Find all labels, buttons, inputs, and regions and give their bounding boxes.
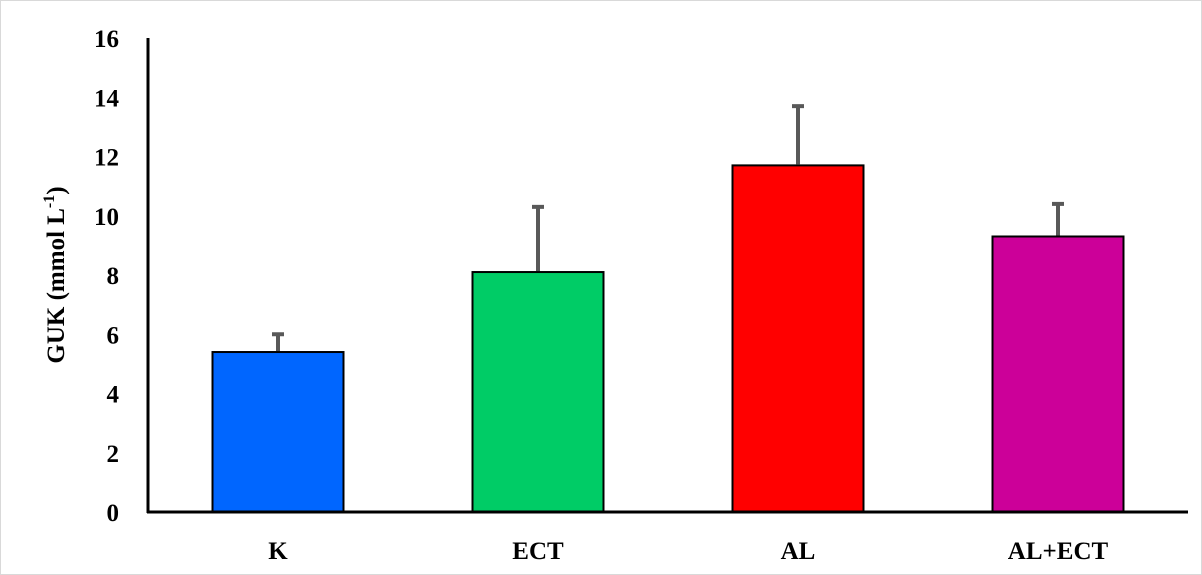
bar-al	[731, 164, 865, 513]
y-tick-label: 6	[107, 322, 120, 349]
bar-k	[211, 351, 345, 513]
y-tick-label: 8	[107, 263, 120, 290]
x-tick-label: ECT	[512, 538, 564, 565]
x-tick-label: AL	[781, 538, 816, 565]
bar-ect	[471, 271, 605, 513]
error-bar	[1052, 201, 1064, 236]
axes-layer	[146, 38, 1188, 514]
bars-layer	[211, 164, 1125, 514]
y-tick-label: 12	[94, 145, 119, 172]
y-tick-label: 0	[107, 500, 120, 527]
y-tick-label: 4	[107, 382, 120, 409]
y-tick-label: 2	[107, 441, 120, 468]
x-tick-labels: K ECT AL AL+ECT	[268, 538, 1108, 565]
y-tick-label: 10	[94, 204, 119, 231]
y-tick-label: 16	[94, 26, 119, 53]
y-axis-title-main: GUK (mmol L	[43, 208, 70, 364]
y-axis-title-superscript: -1	[41, 195, 58, 208]
x-tick-label: AL+ECT	[1008, 538, 1109, 565]
bar-al-ect	[991, 235, 1125, 514]
error-bars-layer	[272, 104, 1064, 352]
y-axis-title: GUK (mmol L-1)	[41, 186, 70, 363]
y-axis-title-suffix: )	[43, 186, 70, 194]
y-tick-labels: 0 2 4 6 8 10 12 14 16	[94, 26, 120, 527]
x-tick-label: K	[268, 538, 288, 565]
y-tick-label: 14	[94, 85, 120, 112]
error-bar	[532, 204, 544, 272]
error-bar	[792, 104, 804, 165]
error-bar	[272, 332, 284, 352]
